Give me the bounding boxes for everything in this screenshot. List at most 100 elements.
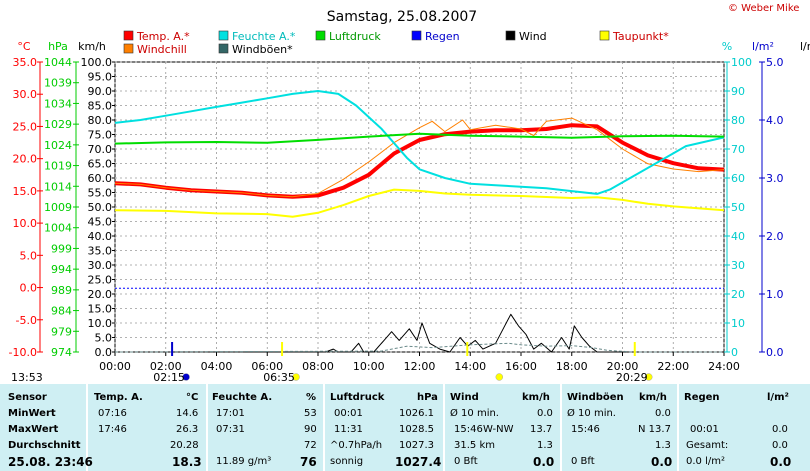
- wind-tick-label: 65.0: [88, 158, 113, 171]
- chart-markers: 13:53 02:15 06:35 20:29: [11, 342, 653, 384]
- legend-label: Regen: [425, 30, 460, 43]
- rain-total-label: Gesamt:: [686, 440, 729, 451]
- x-tick-label: 02:00: [150, 360, 182, 373]
- temp-tick-label: 5.0: [20, 249, 38, 262]
- chart-axes: 100.095.090.085.080.075.070.065.060.055.…: [9, 56, 784, 373]
- legend-label: Windchill: [137, 43, 187, 56]
- press-tick-label: 974: [51, 346, 72, 359]
- hum-max-time: 07:31: [216, 424, 245, 435]
- hum-min-time: 17:01: [216, 408, 245, 419]
- chart-legend: Temp. A.* Feuchte A.* Luftdruck Regen Wind Ta…: [123, 30, 669, 56]
- marker-time-label: 06:35: [263, 371, 295, 384]
- row-label-min: MinWert: [8, 408, 56, 419]
- x-tick-label: 10:00: [353, 360, 385, 373]
- legend-swatch: [315, 30, 326, 41]
- hum-avg: 72: [304, 440, 317, 451]
- series-line-wind: [115, 313, 724, 353]
- temp-tick-label: 35.0: [13, 56, 38, 69]
- gust-max: N 13.7: [638, 424, 671, 435]
- press-tick-label: 1019: [44, 160, 72, 173]
- hum-tick-label: 100: [731, 56, 752, 69]
- marker-dot: [495, 373, 504, 381]
- gust-avg10-label: Ø 10 min.: [567, 408, 616, 419]
- press-current: 1027.4: [395, 455, 442, 469]
- temp-unit: °C: [186, 392, 199, 403]
- legend-swatch: [218, 30, 229, 41]
- press-unit-label: hPa: [48, 40, 68, 53]
- hum-tick-label: 20: [731, 288, 745, 301]
- credit-text: © Weber Mike: [728, 3, 799, 14]
- temp-tick-label: 0.0: [20, 282, 38, 295]
- marker-dot: [182, 373, 190, 381]
- x-tick-label: 16:00: [505, 360, 537, 373]
- press-tick-label: 999: [51, 242, 72, 255]
- legend-swatch: [123, 43, 134, 54]
- legend-swatch: [599, 30, 610, 41]
- wind-avg10: 0.0: [537, 408, 553, 419]
- press-header: Luftdruck: [330, 392, 385, 403]
- chart-title: Samstag, 25.08.2007: [327, 9, 477, 25]
- press-tick-label: 1024: [44, 139, 72, 152]
- wind-tick-label: 45.0: [88, 216, 113, 229]
- series-line-feuchte-a-: [114, 90, 725, 195]
- press-min: 1026.1: [399, 408, 434, 419]
- gust-unit: km/h: [639, 392, 667, 403]
- series-line-luftdruck: [114, 132, 725, 145]
- wind-tick-label: 100.0: [81, 56, 113, 69]
- temp-tick-label: -10.0: [9, 346, 37, 359]
- press-unit: hPa: [417, 392, 438, 403]
- legend-swatch: [505, 30, 516, 41]
- wind-tick-label: 55.0: [88, 187, 113, 200]
- wind-max-dir: W-NW: [483, 424, 514, 435]
- wind-tick-label: 0.0: [95, 346, 113, 359]
- temp-tick-label: 20.0: [13, 153, 38, 166]
- hum-tick-label: 50: [731, 201, 745, 214]
- wind-tick-label: 75.0: [88, 129, 113, 142]
- gust-max-time: 15:46: [571, 424, 600, 435]
- hum-tick-label: 90: [731, 85, 745, 98]
- press-tick-label: 979: [51, 325, 72, 338]
- press-state: sonnig: [330, 456, 364, 467]
- temp-tick-label: 25.0: [13, 120, 38, 133]
- rain-max-time: 00:01: [690, 424, 719, 435]
- wind-tick-label: 40.0: [88, 230, 113, 243]
- axis-unit-labels: °C hPa km/h% l/m² l/m²: [17, 40, 810, 53]
- legend-label: Taupunkt*: [612, 30, 669, 43]
- temp-tick-label: 10.0: [13, 217, 38, 230]
- legend-swatch: [411, 30, 422, 41]
- wind-avg: 1.3: [537, 440, 553, 451]
- press-max-time: 11:31: [334, 424, 363, 435]
- temp-avg: 20.28: [170, 440, 199, 451]
- rain-header: Regen: [684, 392, 720, 403]
- press-tick-label: 1014: [44, 180, 72, 193]
- wind-header: Wind: [450, 392, 479, 403]
- temp-max-time: 17:46: [98, 424, 127, 435]
- marker-time-label: 13:53: [11, 371, 43, 384]
- press-min-time: 00:01: [334, 408, 363, 419]
- press-tick-label: 1039: [44, 77, 72, 90]
- hum-min: 53: [304, 408, 317, 419]
- temp-unit-label: °C: [17, 40, 31, 53]
- x-tick-label: 24:00: [708, 360, 740, 373]
- wind-tick-label: 30.0: [88, 259, 113, 272]
- rain-today: 0.0 l/m²: [686, 456, 725, 467]
- marker-dot: [645, 373, 653, 381]
- wind-tick-label: 95.0: [88, 71, 113, 84]
- x-tick-label: 06:00: [251, 360, 283, 373]
- chart-grid: [114, 61, 725, 353]
- hum-header: Feuchte A.: [212, 392, 273, 403]
- rain-current: 0.0: [770, 455, 792, 469]
- wind-tick-label: 15.0: [88, 303, 113, 316]
- press-tick-label: 1034: [44, 97, 72, 110]
- x-tick-label: 04:00: [201, 360, 233, 373]
- hum-abs: 11.89 g/m³: [216, 456, 272, 467]
- series-line-taupunkt-: [114, 188, 725, 218]
- temp-header: Temp. A.: [94, 392, 143, 403]
- press-tick-label: 989: [51, 284, 72, 297]
- legend-label: Windböen*: [232, 43, 293, 56]
- x-tick-label: 22:00: [657, 360, 689, 373]
- press-max: 1028.5: [399, 424, 434, 435]
- x-tick-label: 18:00: [556, 360, 588, 373]
- row-label-avg: Durchschnitt: [8, 440, 81, 451]
- rain-tick-label: 2.0: [766, 230, 784, 243]
